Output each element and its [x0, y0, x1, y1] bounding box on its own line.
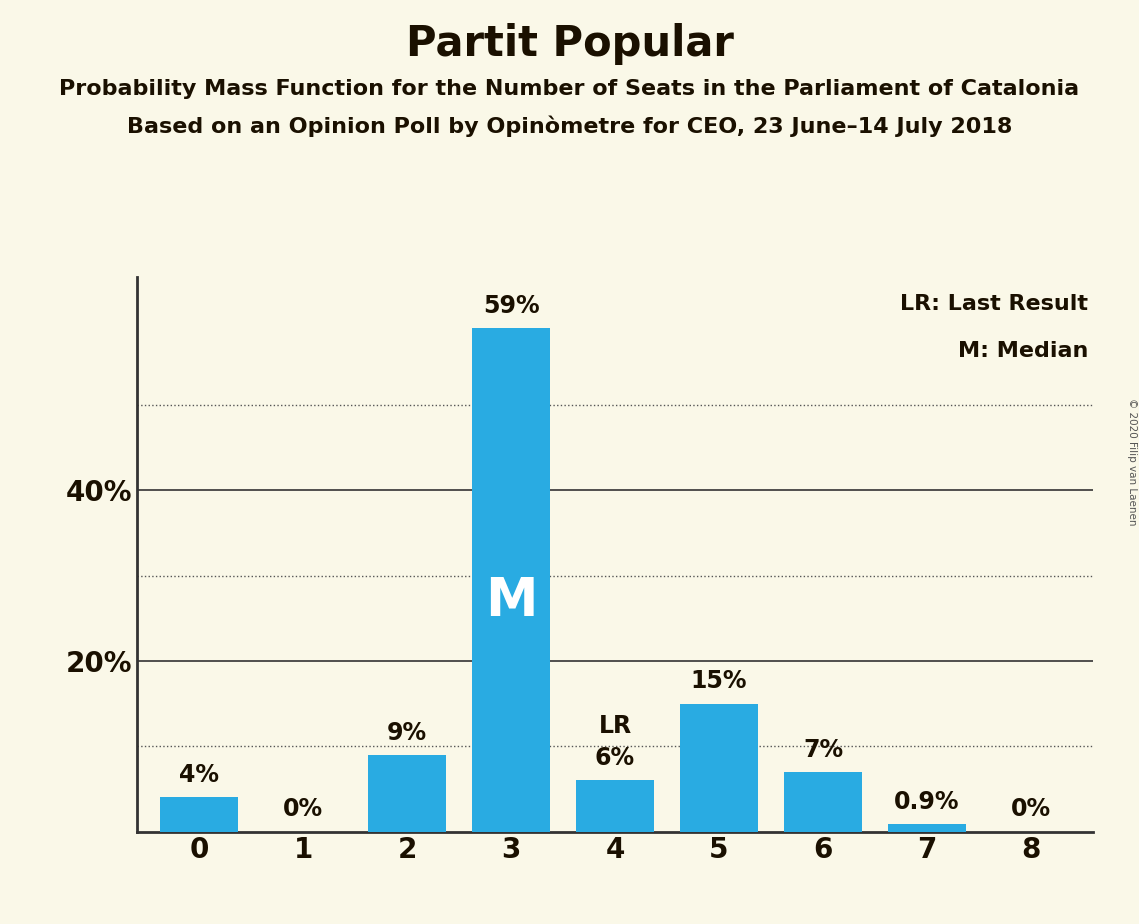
Text: M: M: [485, 576, 538, 627]
Text: 4%: 4%: [179, 763, 219, 787]
Bar: [576, 781, 654, 832]
Text: Based on an Opinion Poll by Opinòmetre for CEO, 23 June–14 July 2018: Based on an Opinion Poll by Opinòmetre f…: [126, 116, 1013, 137]
Bar: [888, 824, 966, 832]
Text: LR: Last Result: LR: Last Result: [900, 294, 1088, 314]
Text: LR: LR: [598, 713, 632, 737]
Text: 0.9%: 0.9%: [894, 790, 960, 814]
Bar: [472, 328, 550, 832]
Bar: [368, 755, 446, 832]
Text: Probability Mass Function for the Number of Seats in the Parliament of Catalonia: Probability Mass Function for the Number…: [59, 79, 1080, 99]
Text: Partit Popular: Partit Popular: [405, 23, 734, 65]
Bar: [161, 797, 238, 832]
Text: M: Median: M: Median: [958, 341, 1088, 361]
Text: © 2020 Filip van Laenen: © 2020 Filip van Laenen: [1126, 398, 1137, 526]
Text: 7%: 7%: [803, 737, 843, 761]
Text: 0%: 0%: [1011, 797, 1051, 821]
Text: 9%: 9%: [387, 721, 427, 745]
Bar: [784, 772, 862, 832]
Text: 6%: 6%: [595, 747, 636, 771]
Bar: [680, 704, 759, 832]
Text: 59%: 59%: [483, 294, 540, 318]
Text: 0%: 0%: [282, 797, 323, 821]
Text: 15%: 15%: [691, 669, 747, 693]
